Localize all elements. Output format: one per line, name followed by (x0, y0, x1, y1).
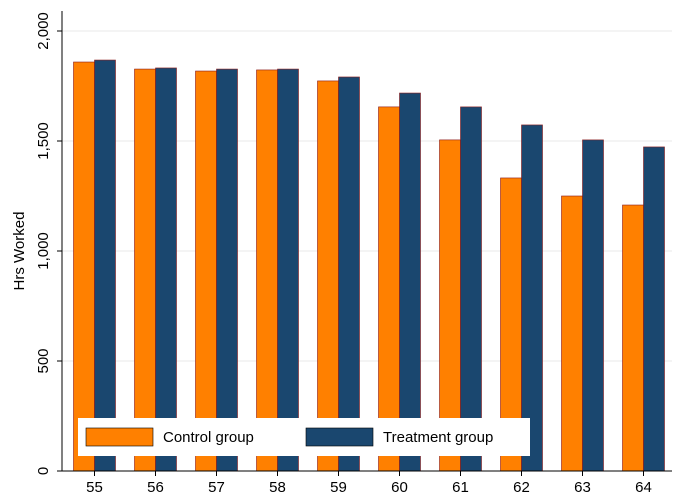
bar (155, 67, 177, 472)
bar (338, 76, 360, 472)
legend-box (78, 418, 530, 456)
y-axis-label: Hrs Worked (11, 212, 28, 291)
x-tick-label: 60 (391, 479, 408, 496)
x-tick-label: 63 (574, 479, 591, 496)
bar (134, 68, 156, 472)
x-tick-label: 62 (513, 479, 530, 496)
bar (460, 106, 482, 472)
bar (643, 146, 665, 472)
y-tick-label: 1,000 (35, 232, 52, 270)
legend-label: Treatment group (383, 429, 493, 446)
bar (561, 195, 583, 472)
bar (195, 70, 217, 472)
bar (277, 68, 299, 472)
x-tick-label: 61 (452, 479, 469, 496)
legend-label: Control group (163, 429, 254, 446)
legend-swatch (305, 427, 374, 447)
bar (622, 204, 644, 472)
x-tick-label: 55 (86, 479, 103, 496)
bar (399, 92, 421, 472)
x-tick-label: 59 (330, 479, 347, 496)
y-tick-label: 0 (35, 467, 52, 475)
x-tick-label: 56 (147, 479, 164, 496)
bar (256, 69, 278, 472)
y-tick-label: 500 (35, 348, 52, 373)
y-tick-label: 1,500 (35, 122, 52, 160)
x-tick-label: 58 (269, 479, 286, 496)
x-tick-label: 57 (208, 479, 225, 496)
x-tick-label: 64 (635, 479, 652, 496)
bar (582, 139, 604, 472)
y-tick-label: 2,000 (35, 12, 52, 50)
bar (94, 59, 116, 472)
bar (73, 61, 95, 472)
bar (378, 106, 400, 472)
legend-swatch (85, 427, 154, 447)
bar (317, 80, 339, 472)
bar (216, 68, 238, 472)
